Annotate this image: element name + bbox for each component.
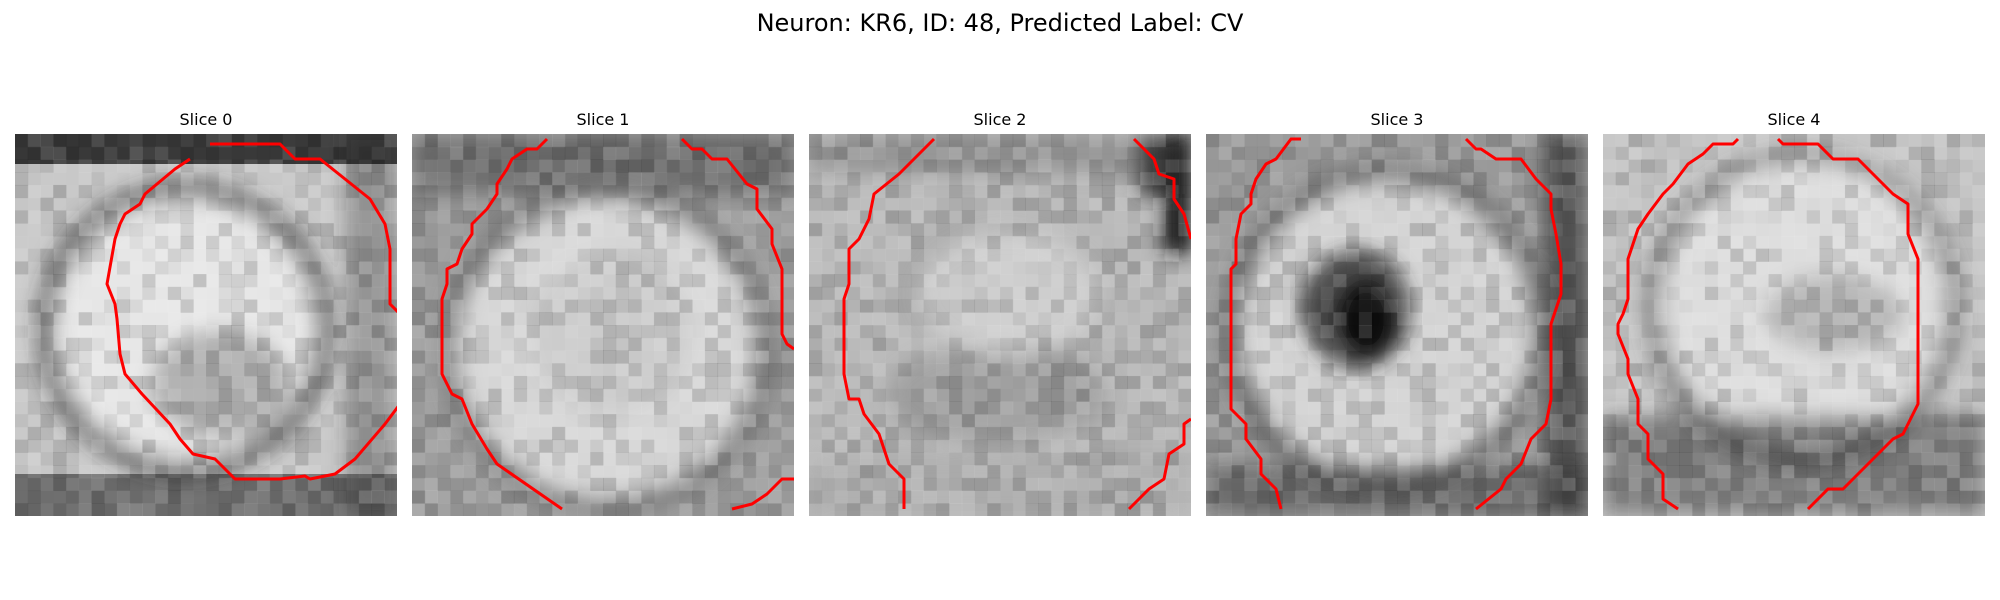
slice-image-1: [412, 134, 794, 516]
pixel-texture-2: [809, 134, 1191, 516]
cell-contour-4b: [1776, 137, 1920, 511]
slice-image-0: [15, 134, 397, 516]
slice-panel-0: Slice 0: [15, 108, 397, 523]
cell-contour-1b: [680, 137, 794, 351]
slice-image-4: [1603, 134, 1985, 516]
slice-panel-1: Slice 1: [412, 108, 794, 523]
slice-title-2: Slice 2: [973, 110, 1027, 129]
cell-contour-1c: [731, 477, 794, 511]
figure-title: Neuron: KR6, ID: 48, Predicted Label: CV: [756, 9, 1244, 37]
pixel-texture-0: [15, 134, 397, 516]
slice-title-4: Slice 4: [1767, 110, 1821, 129]
pixel-texture-3: [1206, 134, 1588, 516]
slice-panel-4: Slice 4: [1603, 108, 1985, 523]
slice-image-2: [809, 134, 1191, 516]
cell-contour-3: [1229, 137, 1301, 510]
cell-contour-2: [842, 137, 936, 509]
slice-image-3: [1206, 134, 1588, 516]
cell-contour-1: [440, 137, 563, 511]
cell-contour-3b: [1464, 137, 1563, 511]
cell-contour-4: [1616, 137, 1740, 511]
slice-panel-3: Slice 3: [1206, 108, 1588, 523]
cell-contour-0: [105, 142, 397, 481]
slice-panel-2: Slice 2: [809, 108, 1191, 523]
cell-contour-2b: [1132, 137, 1191, 240]
pixel-texture-4: [1603, 134, 1985, 516]
slice-title-3: Slice 3: [1370, 110, 1424, 129]
cell-contour-2c: [1127, 417, 1191, 511]
slice-title-1: Slice 1: [576, 110, 630, 129]
pixel-texture-1: [412, 134, 794, 516]
slice-title-0: Slice 0: [179, 110, 233, 129]
